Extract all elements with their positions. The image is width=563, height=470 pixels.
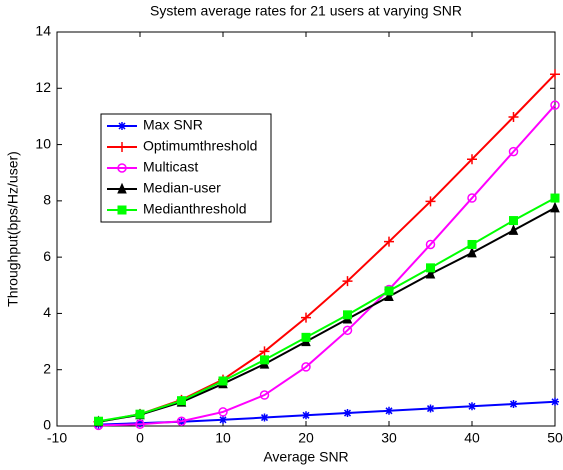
marker	[135, 419, 145, 430]
y-tick-label: 8	[43, 192, 51, 208]
y-tick-label: 12	[35, 79, 51, 95]
series-line	[98, 197, 556, 423]
marker	[551, 397, 559, 406]
y-tick-label: 2	[43, 360, 51, 376]
x-tick-label: 50	[547, 430, 563, 446]
marker	[302, 411, 310, 420]
marker	[426, 263, 435, 273]
marker	[343, 310, 352, 320]
x-tick-label: 0	[136, 430, 144, 446]
marker	[385, 406, 393, 415]
marker	[117, 142, 127, 152]
x-tick-label: -10	[47, 430, 67, 446]
legend-label: Medianthreshold	[143, 201, 247, 217]
marker	[550, 69, 560, 80]
marker	[259, 390, 270, 400]
legend: Max SNR Optimumthreshold Multicast Median-u…	[100, 113, 272, 223]
y-tick-label: 4	[43, 304, 51, 320]
legend-label: Multicast	[143, 159, 198, 175]
y-tick-label: 14	[35, 23, 51, 39]
marker	[135, 409, 145, 419]
legend-label: Max SNR	[143, 117, 203, 133]
marker	[467, 154, 477, 165]
marker	[509, 400, 518, 409]
marker	[342, 325, 353, 336]
marker	[384, 286, 394, 296]
marker	[384, 236, 394, 247]
marker	[425, 196, 436, 207]
marker	[468, 402, 476, 411]
marker	[260, 355, 269, 365]
marker	[467, 193, 477, 203]
marker	[426, 404, 435, 413]
marker	[117, 163, 127, 173]
marker	[342, 276, 353, 287]
marker	[117, 182, 127, 194]
marker	[508, 146, 519, 157]
marker	[467, 246, 477, 258]
marker	[218, 407, 228, 417]
marker	[467, 239, 477, 249]
y-axis-label: Throughput(bps/Hz/user)	[5, 151, 21, 307]
marker	[508, 111, 519, 122]
marker	[508, 224, 519, 235]
marker	[219, 415, 227, 424]
x-tick-label: 10	[215, 430, 231, 446]
series-line	[98, 104, 556, 427]
x-tick-label: 30	[381, 430, 397, 446]
legend-label: Optimumthreshold	[143, 138, 257, 154]
chart-title: System average rates for 21 users at var…	[150, 3, 462, 19]
marker	[94, 416, 103, 426]
x-axis-label: Average SNR	[263, 449, 348, 465]
marker	[260, 413, 269, 422]
marker	[550, 201, 560, 213]
x-tick-label: 40	[464, 430, 480, 446]
marker	[509, 216, 518, 226]
marker	[218, 376, 228, 386]
series-line	[98, 207, 556, 423]
marker	[550, 100, 560, 110]
marker	[176, 416, 187, 426]
marker	[259, 346, 270, 357]
y-tick-label: 6	[43, 248, 51, 264]
marker	[343, 409, 352, 418]
marker	[301, 362, 311, 372]
marker	[425, 267, 436, 279]
marker	[136, 419, 144, 428]
marker	[118, 122, 126, 130]
y-tick-label: 0	[43, 417, 51, 433]
marker	[177, 396, 186, 406]
marker	[117, 205, 127, 215]
legend-label: Median-user	[143, 180, 221, 196]
marker	[425, 239, 436, 250]
marker	[384, 290, 394, 302]
marker	[301, 332, 311, 342]
marker	[301, 312, 311, 323]
marker	[550, 193, 560, 203]
x-tick-label: 20	[298, 430, 314, 446]
y-tick-label: 10	[35, 135, 51, 151]
